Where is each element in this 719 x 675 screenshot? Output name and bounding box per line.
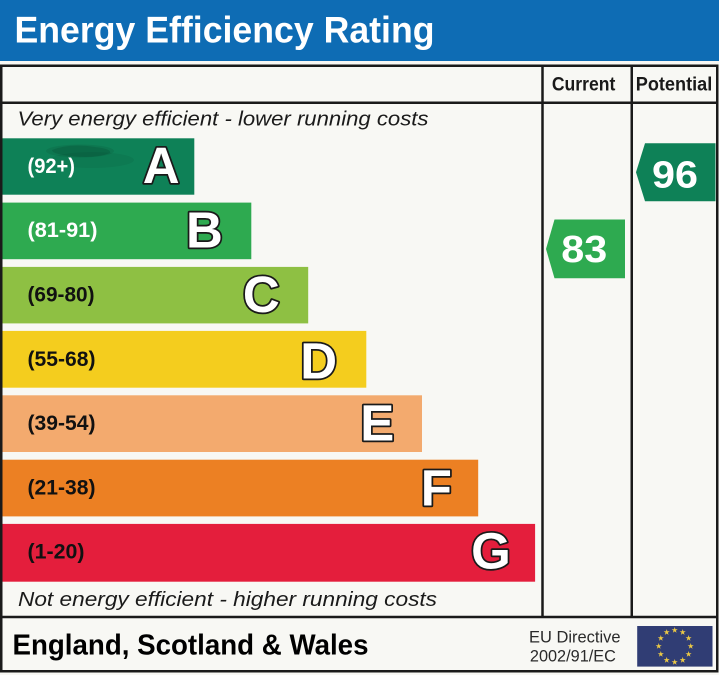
svg-text:A: A <box>143 137 180 194</box>
svg-text:F: F <box>421 459 452 516</box>
svg-text:D: D <box>300 333 337 390</box>
svg-text:E: E <box>360 395 394 452</box>
svg-text:(1-20): (1-20) <box>28 540 85 563</box>
svg-text:(55-68): (55-68) <box>28 348 96 371</box>
svg-text:83: 83 <box>561 229 607 271</box>
svg-text:Energy Efficiency Rating: Energy Efficiency Rating <box>15 10 435 51</box>
svg-text:Not energy efficient - higher: Not energy efficient - higher running co… <box>18 589 437 611</box>
svg-text:Current: Current <box>552 75 616 96</box>
svg-text:England, Scotland & Wales: England, Scotland & Wales <box>13 629 369 661</box>
svg-text:96: 96 <box>652 154 698 196</box>
svg-text:2002/91/EC: 2002/91/EC <box>530 648 616 666</box>
svg-text:B: B <box>186 201 223 258</box>
svg-text:Very energy efficient - lower: Very energy efficient - lower running co… <box>18 108 429 130</box>
svg-text:EU Directive: EU Directive <box>529 629 621 647</box>
svg-text:(69-80): (69-80) <box>28 284 95 307</box>
svg-text:G: G <box>471 523 511 580</box>
svg-text:(21-38): (21-38) <box>28 476 96 499</box>
svg-text:(39-54): (39-54) <box>28 412 96 435</box>
svg-text:(81-91): (81-91) <box>28 219 98 242</box>
svg-text:(92+): (92+) <box>28 155 76 178</box>
svg-text:Potential: Potential <box>636 75 713 96</box>
svg-text:C: C <box>243 266 280 323</box>
